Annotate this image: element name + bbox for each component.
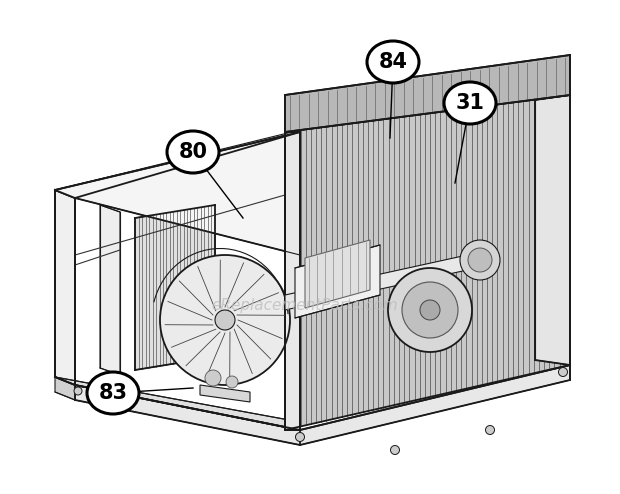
Polygon shape [535,95,570,365]
Polygon shape [285,132,300,430]
Circle shape [402,282,458,338]
Ellipse shape [167,131,219,173]
Circle shape [296,433,304,442]
Polygon shape [55,377,75,400]
Polygon shape [305,240,370,308]
Circle shape [74,387,82,395]
Text: 80: 80 [179,142,208,162]
Polygon shape [100,205,120,375]
Polygon shape [295,245,380,318]
Ellipse shape [367,41,419,83]
Polygon shape [285,95,570,430]
Circle shape [205,370,221,386]
Polygon shape [135,205,215,370]
Circle shape [559,368,567,376]
Circle shape [226,376,238,388]
Text: 84: 84 [378,52,407,72]
Polygon shape [285,55,570,132]
Polygon shape [75,365,570,445]
Polygon shape [55,377,300,430]
Polygon shape [55,132,300,255]
Text: 83: 83 [99,383,128,403]
Circle shape [468,248,492,272]
Circle shape [160,255,290,385]
Polygon shape [285,250,490,310]
Circle shape [420,300,440,320]
Circle shape [215,310,235,330]
Ellipse shape [444,82,496,124]
Text: 31: 31 [456,93,484,113]
Polygon shape [200,385,250,402]
Circle shape [460,240,500,280]
Ellipse shape [87,372,139,414]
Polygon shape [55,190,75,385]
Circle shape [391,446,399,454]
Text: eReplacementParts.com: eReplacementParts.com [211,297,398,313]
Circle shape [485,425,495,435]
Circle shape [388,268,472,352]
